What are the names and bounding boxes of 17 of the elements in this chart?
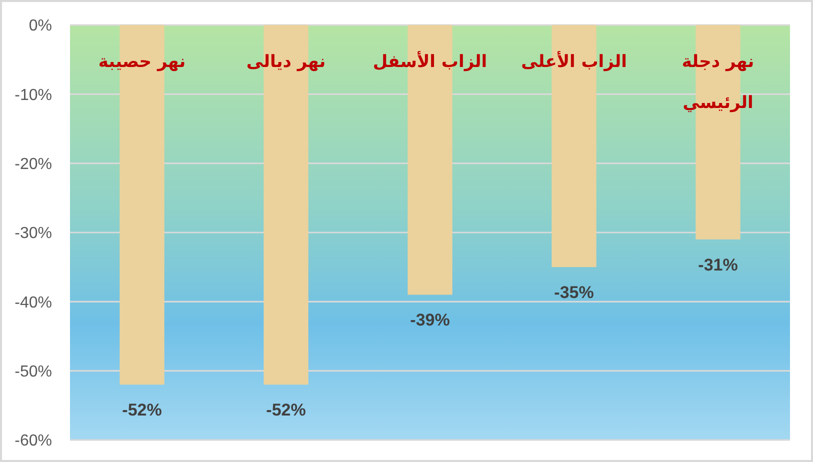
data-label: -39% [410, 310, 450, 330]
data-label: -35% [554, 283, 594, 302]
x-tick-label: الزاب الأسفل [372, 50, 488, 72]
y-tick-label: 0% [28, 18, 52, 35]
y-tick-label: -10% [14, 86, 52, 104]
y-tick-label: -20% [14, 156, 52, 173]
category-label: نهر دجلة الرئيسي [682, 52, 754, 113]
data-label: -31% [698, 255, 738, 274]
y-tick-label: -30% [14, 225, 52, 242]
y-tick-label: -50% [14, 363, 52, 380]
y-tick-label: -60% [14, 432, 52, 450]
x-tick-label: نهر ديالى [246, 52, 326, 72]
x-tick-label: نهر حصيبة [98, 52, 186, 72]
y-tick-label: -40% [14, 294, 52, 312]
data-label: -52% [266, 400, 306, 420]
x-tick-label: الزاب الأعلى [521, 50, 627, 72]
data-label: -52% [122, 400, 162, 420]
